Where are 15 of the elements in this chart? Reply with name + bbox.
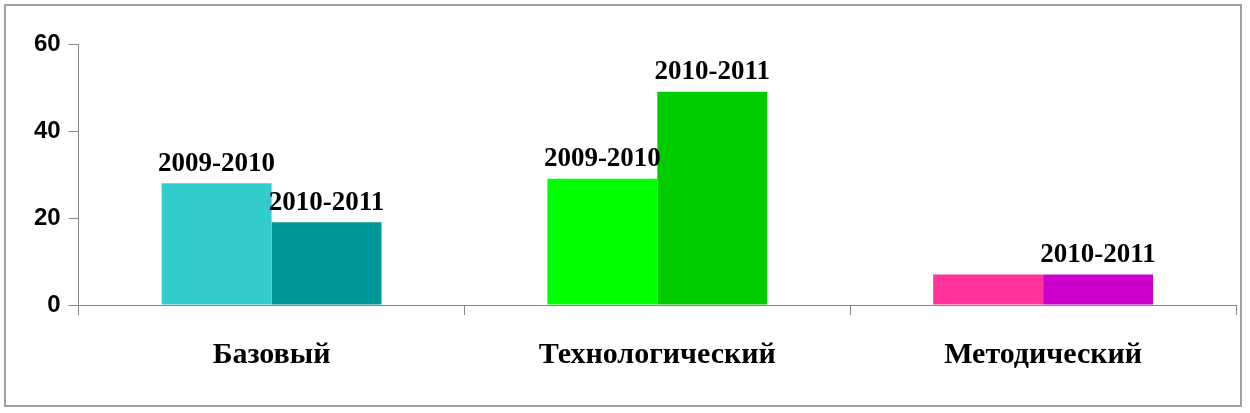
bar: [1043, 274, 1154, 305]
x-tick-label: Базовый: [212, 335, 331, 369]
y-tick-label: 60: [33, 28, 61, 56]
bar: [547, 178, 658, 305]
annotation: 2009-2010: [158, 146, 276, 177]
x-tick-label: Методический: [944, 335, 1143, 369]
x-tick-label: Технологический: [538, 335, 776, 369]
bar: [271, 222, 382, 305]
y-tick-label: 40: [33, 115, 61, 143]
y-tick-label: 20: [33, 202, 61, 230]
annotation: 2010-2011: [1040, 238, 1156, 269]
annotation: 2010-2011: [654, 55, 771, 86]
y-tick-label: 0: [47, 289, 61, 317]
bar: [161, 183, 272, 305]
bar: [933, 274, 1044, 305]
